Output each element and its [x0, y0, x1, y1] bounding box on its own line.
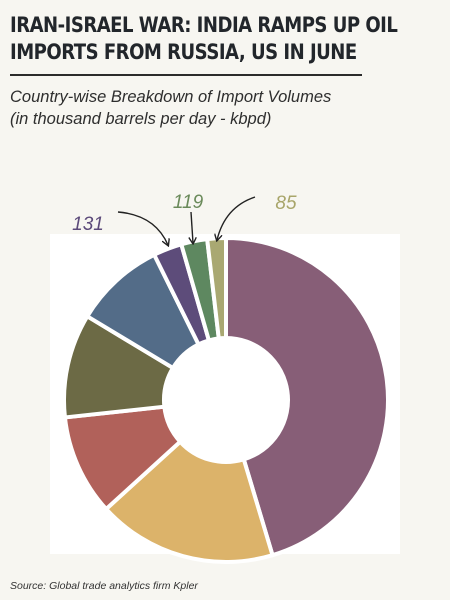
subtitle-line-1: Country-wise Breakdown of Import Volumes — [10, 88, 332, 106]
slice-arrow-131 — [117, 211, 168, 245]
donut-slice-8 — [205, 236, 228, 341]
subtitle-line-2: (in thousand barrels per day - kbpd) — [10, 110, 272, 128]
headline: IRAN-ISRAEL WAR: INDIA RAMPS UP OIL IMPO… — [10, 13, 398, 64]
donut-slices — [62, 236, 390, 564]
slice-arrow-119 — [191, 211, 193, 243]
slice-arrow-85 — [217, 196, 256, 240]
chart-subtitle: Country-wise Breakdown of Import Volumes… — [10, 86, 440, 130]
slice-label-131: 131 — [72, 214, 104, 235]
slice-annotations: 131 119 85 — [72, 192, 297, 245]
source-note: Source: Global trade analytics firm Kple… — [10, 580, 198, 592]
title-rule — [10, 74, 362, 76]
slice-label-119: 119 — [173, 192, 204, 213]
slice-label-85: 85 — [275, 193, 297, 214]
donut-slice-1 — [224, 236, 390, 558]
